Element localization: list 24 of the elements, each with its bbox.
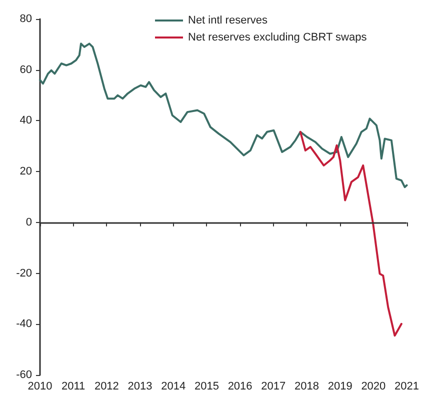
y-tick-label: 80 bbox=[20, 13, 32, 25]
y-tick-label: 20 bbox=[20, 166, 32, 178]
y-tick-label: -20 bbox=[16, 267, 32, 280]
line-series bbox=[299, 130, 402, 337]
x-tick-label: 2013 bbox=[128, 380, 152, 392]
x-tick-label: 2021 bbox=[394, 380, 420, 392]
x-tick-label: 2018 bbox=[294, 380, 319, 392]
x-tick-label: 2014 bbox=[161, 380, 186, 392]
x-tick-label: 2017 bbox=[261, 380, 286, 392]
y-tick-label: 0 bbox=[26, 216, 32, 228]
line-series bbox=[39, 42, 408, 188]
x-tick-label: 2015 bbox=[194, 380, 219, 392]
legend-label: Net intl reserves bbox=[188, 14, 268, 26]
x-tick-label: 2020 bbox=[361, 380, 386, 392]
y-tick-label: 40 bbox=[20, 114, 32, 127]
x-tick-label: 2011 bbox=[62, 380, 86, 392]
y-tick-label: -40 bbox=[16, 318, 32, 330]
y-tick-label: -60 bbox=[16, 369, 32, 381]
x-tick-label: 2012 bbox=[94, 380, 119, 392]
x-tick-label: 2016 bbox=[228, 380, 252, 392]
legend-label: Net reserves excluding CBRT swaps bbox=[188, 32, 368, 44]
x-tick-label: 2010 bbox=[28, 380, 52, 392]
x-tick-label: 2019 bbox=[328, 380, 352, 392]
y-tick-label: 60 bbox=[20, 64, 32, 76]
